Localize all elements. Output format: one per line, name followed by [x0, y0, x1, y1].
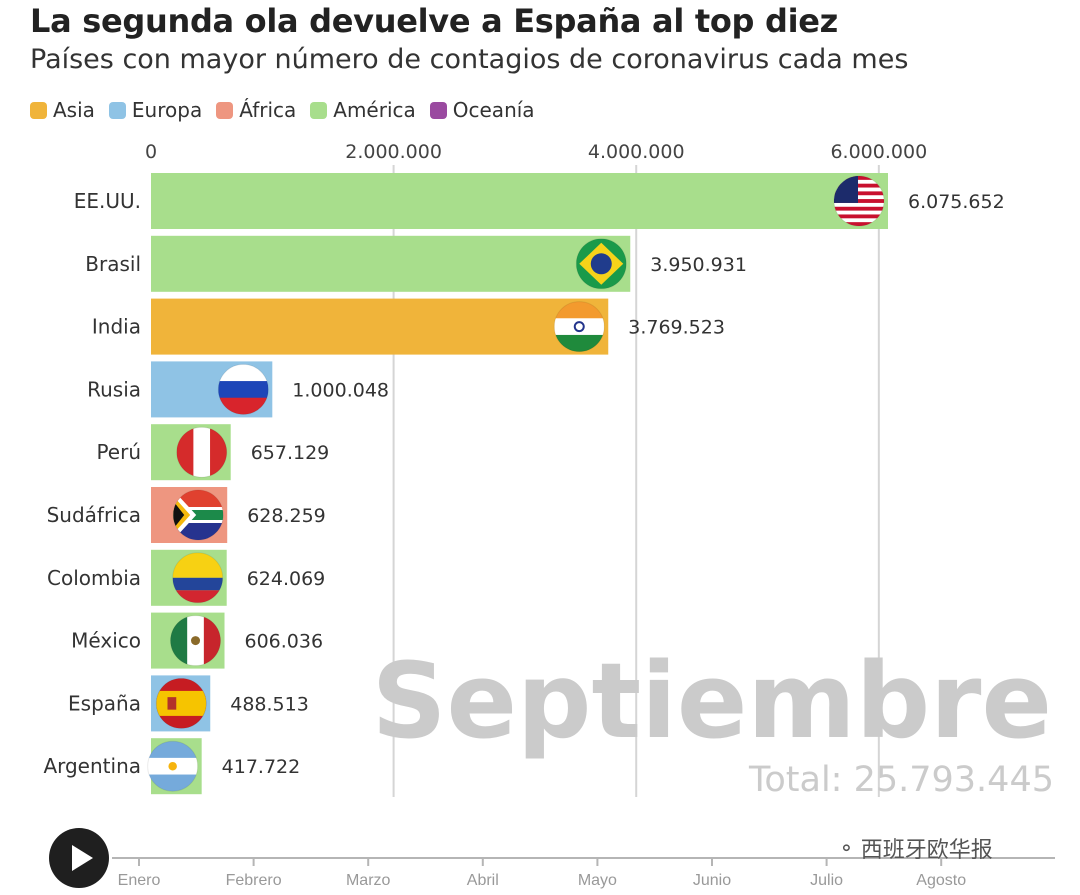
play-button[interactable] — [49, 828, 109, 888]
legend-label: América — [333, 98, 416, 122]
bar-1 — [151, 173, 888, 229]
legend: Asia Europa África América Oceanía — [30, 98, 535, 122]
x-tick-label: 4.000.000 — [588, 141, 685, 163]
value-label: 417.722 — [222, 756, 301, 778]
bar-3 — [151, 298, 609, 355]
wechat-icon: ⚬ — [838, 836, 855, 860]
mexico-flag-icon — [170, 615, 221, 666]
x-tick-label: 2.000.000 — [345, 141, 442, 163]
timeline-month-label: Junio — [693, 872, 731, 889]
current-month-label: Septiembre — [372, 640, 1052, 762]
flag-outline — [172, 489, 224, 541]
flag-outline — [575, 238, 627, 290]
legend-swatch-asia — [30, 101, 47, 119]
timeline-month-label: Julio — [810, 872, 843, 889]
argentina-flag-icon — [147, 741, 198, 792]
category-label: Perú — [96, 440, 141, 464]
legend-item-europa[interactable]: Europa — [108, 98, 203, 122]
value-label: 3.950.931 — [650, 254, 747, 276]
value-label: 3.769.523 — [628, 317, 725, 339]
flag-outline — [176, 426, 228, 478]
value-label: 1.000.048 — [292, 379, 389, 401]
legend-label: África — [239, 98, 297, 122]
value-label: 657.129 — [251, 442, 330, 464]
legend-swatch-europa — [108, 101, 126, 119]
category-label: México — [71, 629, 141, 653]
chart-subtitle: Países con mayor número de contagios de … — [30, 44, 909, 75]
category-label: Rusia — [87, 377, 141, 401]
value-label: 628.259 — [247, 505, 326, 527]
legend-swatch-oceania — [429, 101, 447, 119]
us-flag-icon — [834, 176, 884, 226]
value-label: 606.036 — [245, 631, 324, 653]
x-tick-label: 0 — [145, 141, 157, 163]
flag-outline — [217, 363, 269, 415]
category-label: Argentina — [43, 754, 141, 778]
watermark-text: 西班牙欧华报 — [860, 838, 993, 863]
timeline-month-label: Agosto — [916, 872, 966, 889]
play-icon — [71, 845, 93, 871]
flag-outline — [553, 301, 605, 353]
bar-2 — [151, 235, 631, 292]
timeline-month-label: Abril — [467, 872, 499, 889]
chart-title: La segunda ola devuelve a España al top … — [30, 2, 838, 40]
flag-outline — [170, 615, 222, 667]
legend-label: Asia — [53, 98, 95, 122]
peru-flag-icon — [176, 427, 227, 478]
legend-item-asia[interactable]: Asia — [30, 98, 95, 122]
category-label: España — [68, 691, 141, 715]
value-label: 624.069 — [247, 568, 326, 590]
flag-outline — [172, 552, 224, 604]
timeline-month-label: Marzo — [346, 872, 391, 889]
legend-label: Europa — [131, 98, 203, 122]
brazil-flag-icon — [576, 238, 627, 289]
russia-flag-icon — [218, 364, 269, 415]
category-label: India — [92, 315, 141, 339]
total-label: Total: 25.793.445 — [748, 760, 1054, 800]
legend-item-oceania[interactable]: Oceanía — [429, 98, 535, 122]
india-flag-icon — [554, 301, 605, 352]
flag-outline — [147, 740, 199, 792]
watermark: ⚬ 西班牙欧华报 — [838, 832, 993, 864]
legend-item-africa[interactable]: África — [216, 98, 296, 122]
timeline-month-label: Mayo — [578, 872, 617, 889]
x-tick-label: 6.000.000 — [830, 141, 927, 163]
category-label: EE.UU. — [74, 189, 141, 213]
flag-outline — [155, 677, 207, 729]
spain-flag-icon — [156, 678, 207, 729]
category-label: Colombia — [47, 566, 141, 590]
legend-swatch-africa — [216, 101, 234, 119]
legend-label: Oceanía — [452, 98, 535, 122]
legend-item-america[interactable]: América — [310, 98, 416, 122]
category-label: Sudáfrica — [47, 503, 141, 527]
category-label: Brasil — [85, 252, 141, 276]
timeline-month-label: Febrero — [226, 872, 282, 889]
flag-outline — [833, 175, 885, 227]
value-label: 488.513 — [230, 693, 309, 715]
value-label: 6.075.652 — [908, 191, 1005, 213]
legend-swatch-america — [310, 101, 328, 119]
timeline-month-label: Enero — [118, 872, 161, 889]
